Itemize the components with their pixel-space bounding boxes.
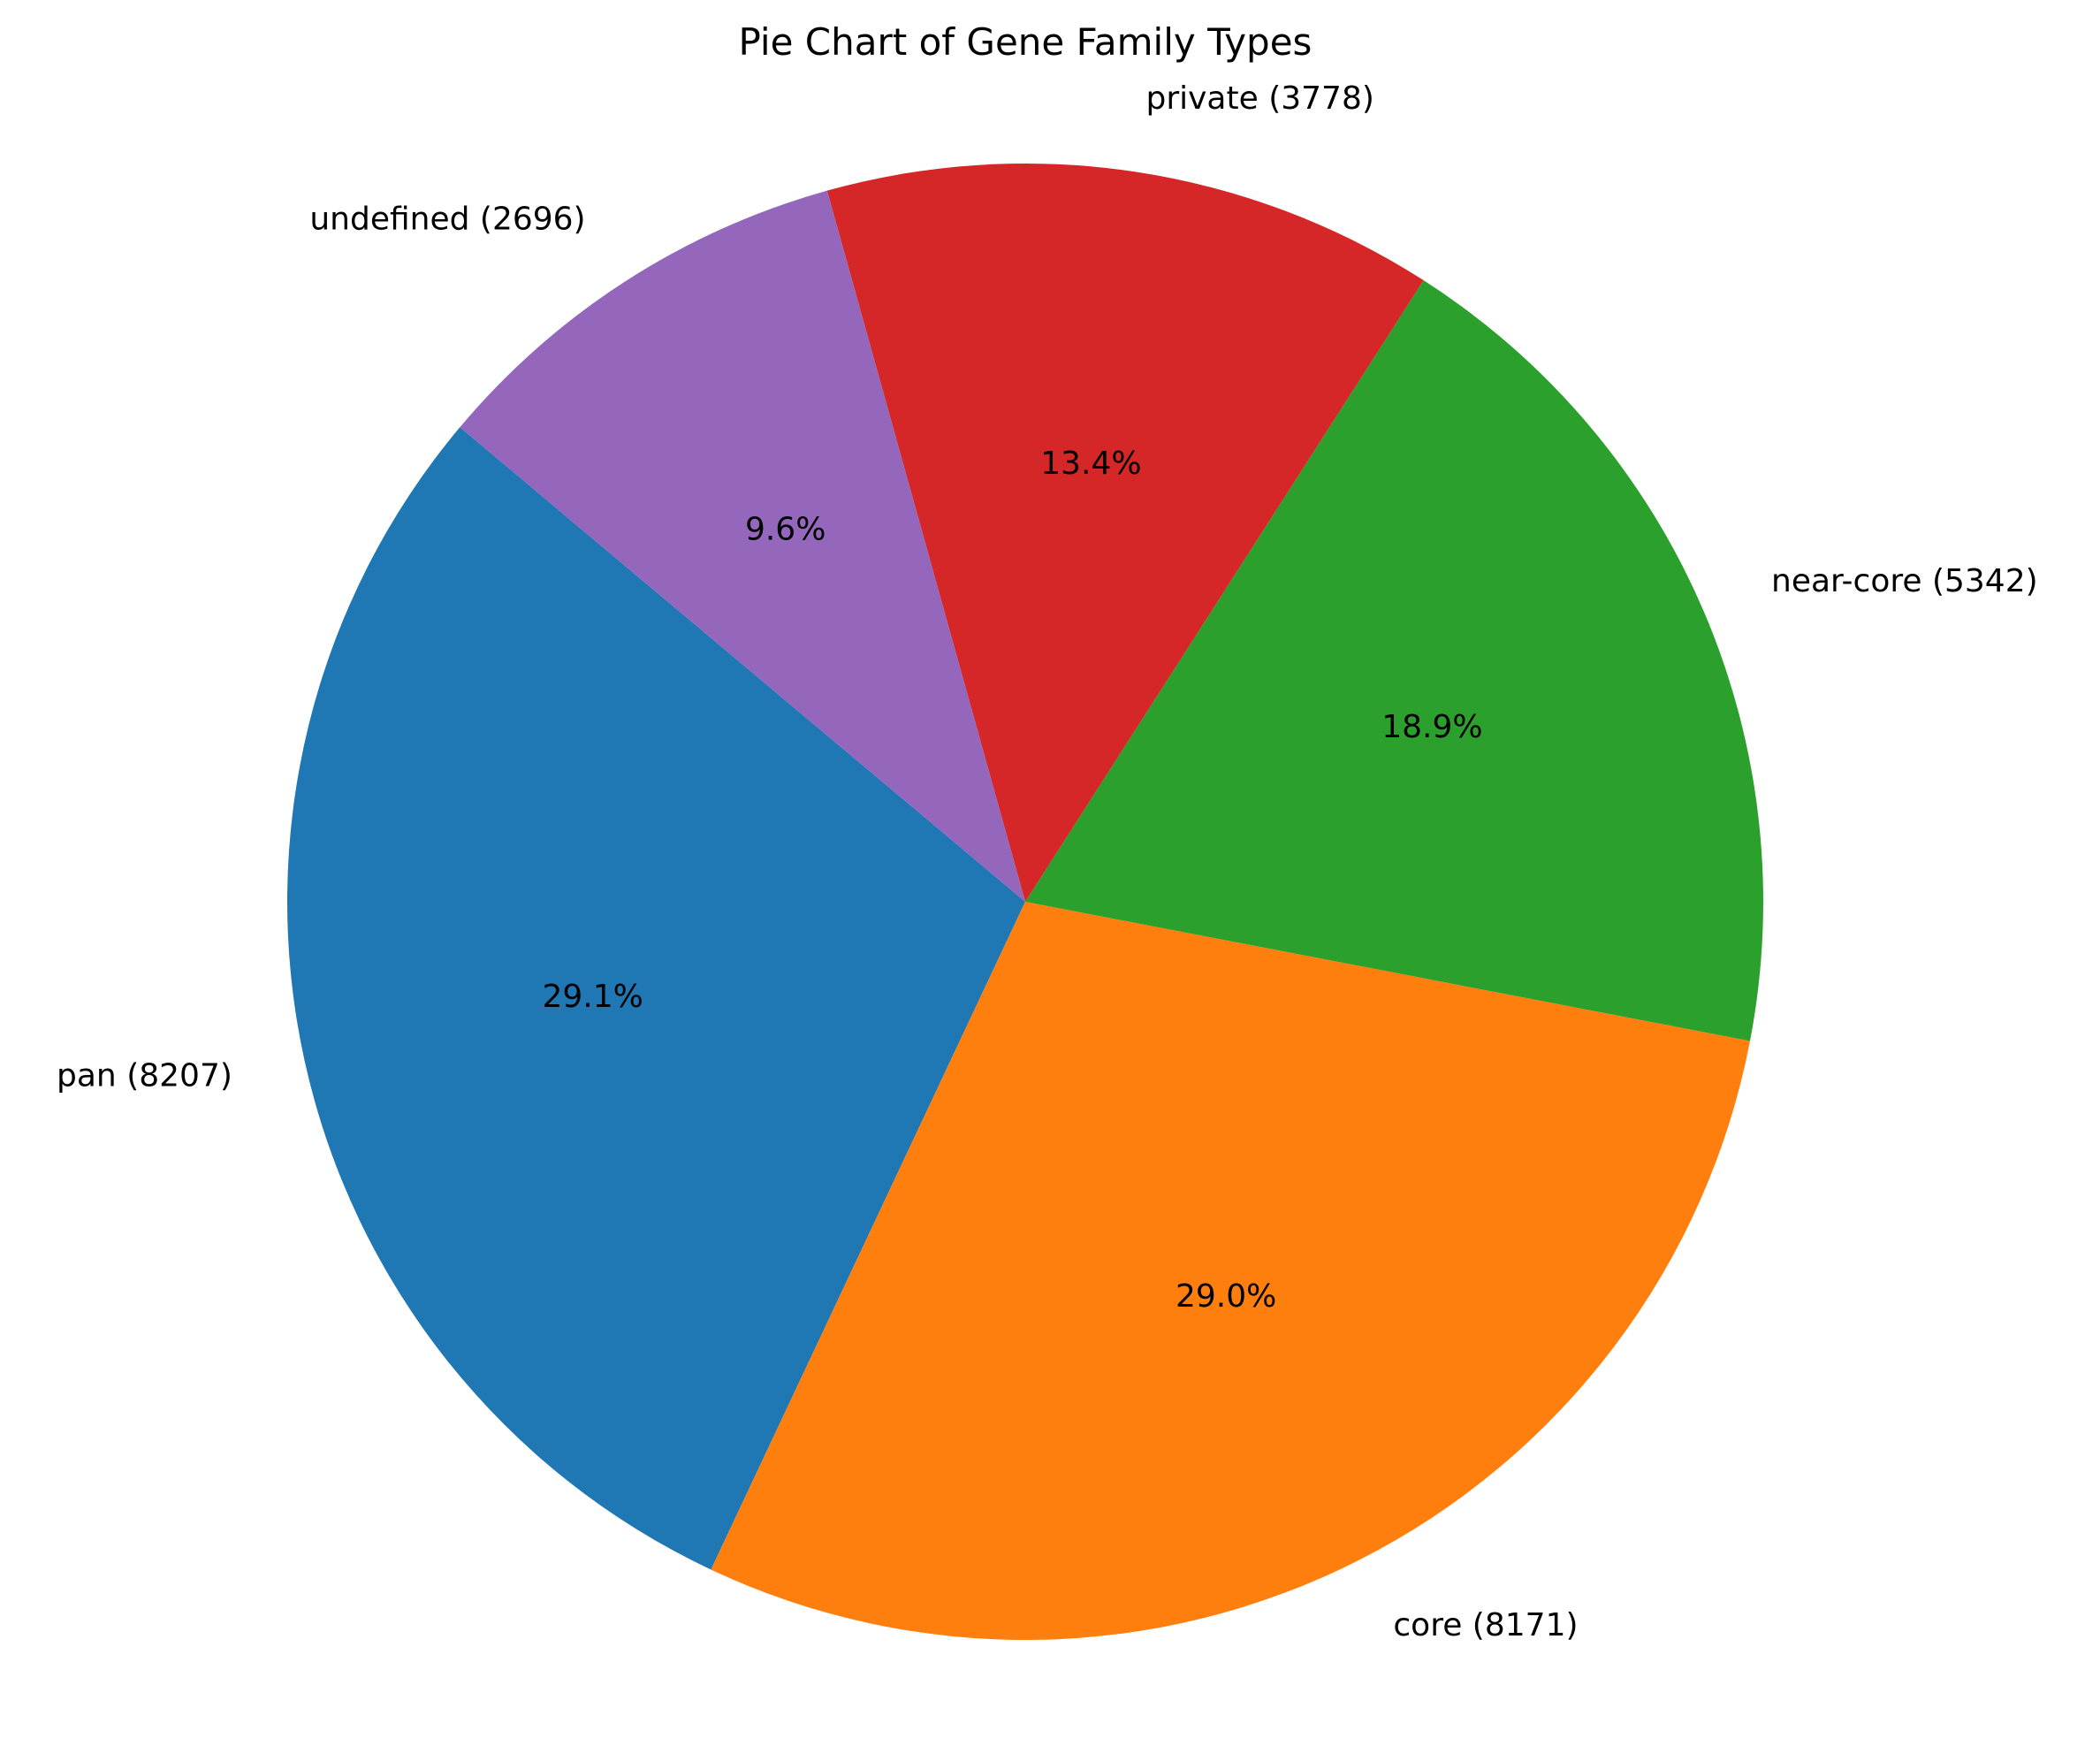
slice-near-core — [1025, 280, 1764, 1041]
category-label-pan: pan (8207) — [57, 1058, 232, 1094]
slice-undefined — [460, 190, 1025, 902]
category-label-near-core: near-core (5342) — [1771, 563, 2038, 599]
pie-labels: 29.1% pan (8207) 29.0% core (8171) 18.9% near… — [57, 80, 2038, 1643]
category-label-private: private (3778) — [1145, 80, 1373, 117]
category-label-core: core (8171) — [1393, 1607, 1578, 1643]
chart-title: Pie Chart of Gene Family Types — [739, 20, 1312, 64]
percent-label-private: 13.4% — [1040, 446, 1141, 482]
percent-label-undefined: 9.6% — [745, 511, 826, 547]
slice-private — [826, 163, 1424, 903]
percent-label-pan: 29.1% — [542, 979, 643, 1015]
percent-label-near-core: 18.9% — [1381, 709, 1482, 745]
percent-label-core: 29.0% — [1176, 1278, 1276, 1315]
slice-pan — [287, 427, 1025, 1570]
pie-slices — [287, 163, 1764, 1640]
slice-core — [711, 902, 1751, 1640]
category-label-undefined: undefined (2696) — [309, 201, 585, 237]
